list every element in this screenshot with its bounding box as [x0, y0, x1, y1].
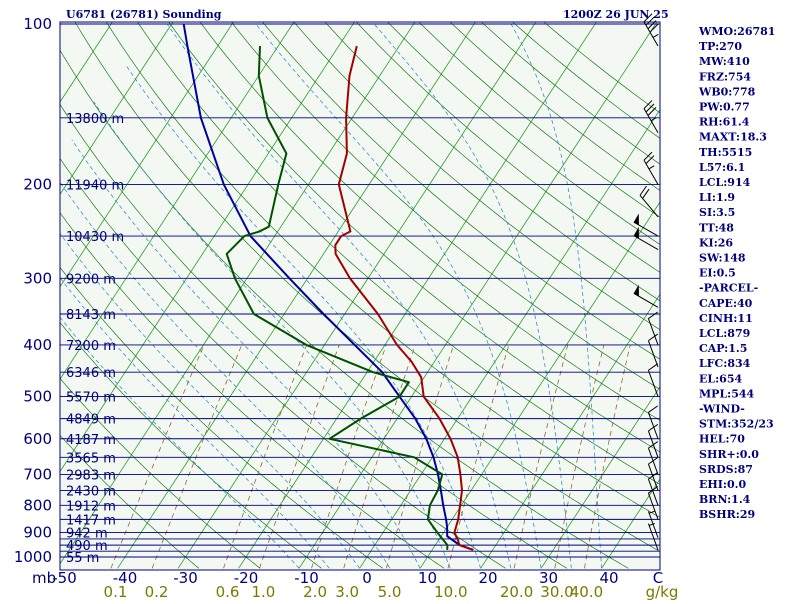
mixing-ratio-tick-label: 0.1 — [104, 583, 128, 600]
sounding-index-entry: SHR+:0.0 — [699, 448, 759, 461]
mixing-ratio-tick-label: 20.0 — [500, 583, 533, 600]
sounding-index-entry: WMO:26781 — [698, 25, 775, 38]
sounding-index-entry: CAPE:40 — [699, 297, 753, 310]
sounding-index-entry: CAP:1.5 — [699, 342, 747, 355]
mixing-ratio-tick-label: 1.0 — [251, 583, 275, 600]
pressure-tick-label: 1000 — [14, 548, 52, 566]
sounding-index-entry: EI:0.5 — [699, 267, 736, 280]
sounding-index-entry: MPL:544 — [699, 387, 755, 400]
sounding-index-entry: FRZ:754 — [699, 70, 751, 83]
pressure-tick-label: 500 — [23, 388, 52, 406]
sounding-index-entry: BRN:1.4 — [699, 493, 751, 506]
sounding-index-entry: TT:48 — [699, 221, 734, 234]
sounding-index-entry: PW:0.77 — [699, 101, 750, 114]
pressure-tick-label: 400 — [23, 336, 52, 354]
sounding-index-entry: WB0:778 — [698, 85, 756, 98]
pressure-tick-label: 600 — [23, 430, 52, 448]
temperature-tick-label: 0 — [362, 569, 372, 587]
height-label: 11940 m — [66, 178, 124, 193]
sounding-index-entry: TH:5515 — [699, 146, 752, 159]
temperature-tick-label: -30 — [173, 569, 198, 587]
sounding-index-entry: SI:3.5 — [699, 206, 735, 219]
sounding-index-entry: LCL:879 — [699, 327, 750, 340]
sounding-index-entry: LCL:914 — [699, 176, 751, 189]
mixing-ratio-tick-label: 5.0 — [378, 583, 402, 600]
height-label: 8143 m — [66, 308, 116, 323]
pressure-unit-label: mb — [32, 569, 56, 587]
pressure-tick-label: 800 — [23, 496, 52, 514]
height-label: 1912 m — [66, 499, 116, 514]
pressure-tick-label: 200 — [23, 175, 52, 193]
height-label: 2430 m — [66, 484, 116, 499]
pressure-tick-label: 700 — [23, 465, 52, 483]
sounding-index-entry: SRDS:87 — [699, 463, 753, 476]
plot-area — [60, 22, 660, 570]
mixing-ratio-unit-label: g/kg — [646, 583, 679, 600]
sounding-index-entry: EL:654 — [699, 372, 742, 385]
sounding-index-entry: RH:61.4 — [699, 116, 750, 129]
sounding-index-entry: SW:148 — [699, 252, 746, 265]
height-label: 6346 m — [66, 366, 116, 381]
height-label: 9200 m — [66, 272, 116, 287]
station-title: U6781 (26781) Sounding — [66, 8, 222, 21]
sounding-index-entry: STM:352/23 — [699, 418, 774, 431]
mixing-ratio-tick-label: 0.2 — [145, 583, 169, 600]
sounding-index-entry: HEL:70 — [699, 433, 745, 446]
sounding-index-entry: -WIND- — [699, 403, 745, 416]
sounding-index-entry: LI:1.9 — [699, 191, 735, 204]
sounding-index-entry: TP:270 — [699, 40, 742, 53]
mixing-ratio-tick-label: 40.0 — [570, 583, 603, 600]
sounding-index-entry: L57:6.1 — [699, 161, 745, 174]
pressure-tick-label: 300 — [23, 269, 52, 287]
sounding-index-entry: KI:26 — [699, 236, 733, 249]
pressure-tick-label: 900 — [23, 524, 52, 542]
mixing-ratio-tick-label: 2.0 — [303, 583, 327, 600]
sounding-index-entry: -PARCEL- — [699, 282, 758, 295]
sounding-index-entry: EHI:0.0 — [699, 478, 746, 491]
sounding-index-entry: MAXT:18.3 — [699, 131, 767, 144]
height-label: 4849 m — [66, 413, 116, 428]
mixing-ratio-tick-label: 10.0 — [434, 583, 467, 600]
sounding-index-entry: CINH:11 — [699, 312, 753, 325]
height-label: 3565 m — [66, 451, 116, 466]
sounding-index-entry: LFC:834 — [699, 357, 751, 370]
height-labels: 13800 m 11940 m 10430 m 9200 m 8143 m 7200 m 6… — [66, 112, 124, 566]
sounding-index-entry: MW:410 — [699, 55, 750, 68]
temperature-tick-label: 20 — [478, 569, 497, 587]
height-label: 55 m — [66, 551, 99, 566]
mixing-ratio-tick-label: 0.6 — [216, 583, 240, 600]
mixing-ratio-tick-label: 30.0 — [540, 583, 573, 600]
height-label: 5570 m — [66, 391, 116, 406]
height-label: 13800 m — [66, 112, 124, 127]
height-label: 10430 m — [66, 230, 124, 245]
mixing-ratio-tick-label: 3.0 — [335, 583, 359, 600]
height-label: 4187 m — [66, 433, 116, 448]
sounding-index-entry: BSHR:29 — [699, 508, 755, 521]
height-label: 2983 m — [66, 468, 116, 483]
pressure-tick-label: 100 — [23, 15, 52, 33]
sounding-time: 1200Z 26 JUN 25 — [563, 8, 669, 21]
height-label: 7200 m — [66, 339, 116, 354]
